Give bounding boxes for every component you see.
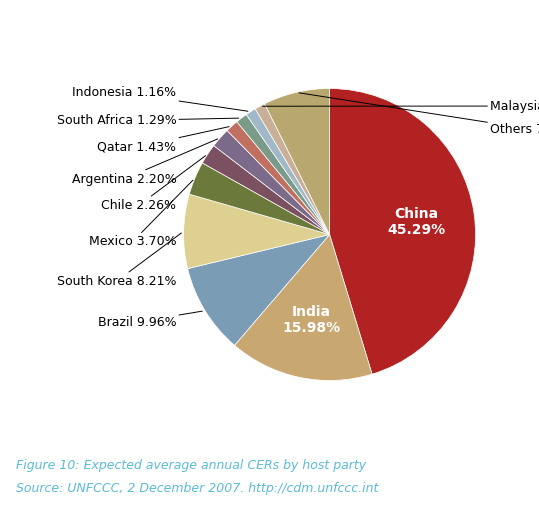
Text: India
15.98%: India 15.98% — [282, 305, 341, 336]
Text: Figure 10: Expected average annual CERs by host party: Figure 10: Expected average annual CERs … — [16, 460, 367, 472]
Wedge shape — [188, 234, 329, 345]
Wedge shape — [255, 104, 329, 234]
Wedge shape — [329, 89, 475, 374]
Text: Source: UNFCCC, 2 December 2007. http://cdm.unfccc.int: Source: UNFCCC, 2 December 2007. http://… — [16, 483, 378, 496]
Wedge shape — [202, 146, 329, 234]
Wedge shape — [234, 234, 372, 381]
Text: China
45.29%: China 45.29% — [387, 207, 445, 236]
Text: Malaysia 1.16%: Malaysia 1.16% — [262, 100, 539, 112]
Wedge shape — [265, 89, 329, 234]
Wedge shape — [189, 163, 329, 234]
Text: Indonesia 1.16%: Indonesia 1.16% — [72, 86, 248, 111]
Text: Mexico 3.70%: Mexico 3.70% — [89, 180, 193, 248]
Wedge shape — [246, 109, 329, 234]
Wedge shape — [184, 194, 329, 269]
Text: Argentina 2.20%: Argentina 2.20% — [72, 139, 218, 186]
Text: Chile 2.26%: Chile 2.26% — [101, 156, 205, 212]
Wedge shape — [227, 122, 329, 234]
Text: Qatar 1.43%: Qatar 1.43% — [98, 127, 229, 153]
Text: Others 7.34%: Others 7.34% — [299, 93, 539, 136]
Wedge shape — [214, 130, 329, 234]
Text: South Korea 8.21%: South Korea 8.21% — [57, 233, 182, 288]
Wedge shape — [237, 114, 329, 234]
Text: Brazil 9.96%: Brazil 9.96% — [98, 311, 202, 329]
Text: South Africa 1.29%: South Africa 1.29% — [57, 114, 239, 127]
